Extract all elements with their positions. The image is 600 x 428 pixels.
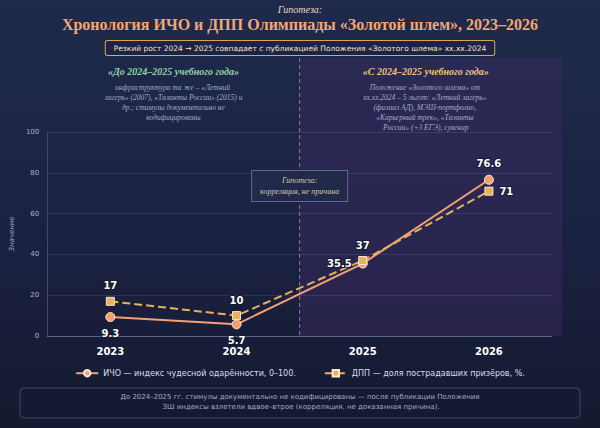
svg-text:35.5: 35.5: [327, 258, 352, 269]
svg-text:ИЧО — индекс чудесной одарённо: ИЧО — индекс чудесной одарённости, 0–100…: [103, 369, 296, 378]
svg-text:71: 71: [499, 186, 513, 197]
svg-text:Резкий рост 2024 → 2025 совпад: Резкий рост 2024 → 2025 совпадает с публ…: [114, 44, 487, 53]
svg-text:17: 17: [103, 280, 117, 291]
svg-text:9.3: 9.3: [101, 328, 119, 339]
svg-text:др.; стимулы документально не: др.; стимулы документально не: [120, 103, 227, 112]
svg-text:ДПП — доля пострадавших призёр: ДПП — доля пострадавших призёров, %.: [352, 369, 525, 378]
svg-text:2023: 2023: [96, 346, 124, 357]
svg-text:2026: 2026: [475, 346, 503, 357]
svg-text:10: 10: [230, 295, 244, 306]
svg-text:2024: 2024: [223, 346, 251, 357]
svg-text:2025: 2025: [349, 346, 377, 357]
svg-text:(филиал АД), МЭШ-портфолио,: (филиал АД), МЭШ-портфолио,: [374, 103, 479, 112]
svg-text:Положение «Золотого шлема» от: Положение «Золотого шлема» от: [369, 83, 482, 92]
svg-text:«До 2024–2025 учебного года»: «До 2024–2025 учебного года»: [108, 66, 239, 77]
svg-text:20: 20: [30, 291, 39, 299]
svg-text:России» (+3 ЕГЭ), сувенир: России» (+3 ЕГЭ), сувенир: [382, 123, 469, 132]
svg-text:5.7: 5.7: [228, 335, 246, 346]
svg-text:хх.хх.2024 – 5 льгот: «Летний: хх.хх.2024 – 5 льгот: «Летний лагерь»: [362, 93, 488, 102]
svg-text:До 2024–2025 гг. стимулы докум: До 2024–2025 гг. стимулы документально н…: [120, 393, 479, 401]
svg-text:76.6: 76.6: [477, 158, 502, 169]
svg-text:«С 2024–2025 учебного года»: «С 2024–2025 учебного года»: [363, 66, 489, 77]
svg-text:Хронология ИЧО и ДПП Олимпиады: Хронология ИЧО и ДПП Олимпиады «Золотой …: [62, 16, 538, 34]
svg-text:80: 80: [30, 169, 39, 177]
svg-text:инфраструктура та же – «Летний: инфраструктура та же – «Летний: [115, 83, 232, 92]
svg-text:37: 37: [356, 240, 370, 251]
svg-text:лагерь» (2007), «Таланты Росси: лагерь» (2007), «Таланты России» (2015) …: [103, 93, 242, 102]
svg-text:Гипотеза:: Гипотеза:: [281, 176, 318, 185]
svg-text:ЗШ индексы взлетели вдвое–втро: ЗШ индексы взлетели вдвое–втрое (корреля…: [160, 403, 439, 411]
svg-text:60: 60: [30, 210, 39, 218]
svg-text:40: 40: [30, 250, 39, 258]
svg-text:Значение: Значение: [8, 216, 16, 251]
svg-text:Гипотеза:: Гипотеза:: [277, 4, 322, 15]
svg-text:100: 100: [26, 128, 39, 136]
svg-text:0: 0: [35, 332, 39, 340]
svg-text:кодифицированы: кодифицированы: [146, 113, 200, 122]
svg-text:корреляция, не причина: корреляция, не причина: [260, 187, 339, 196]
svg-text:«Карьерный трек», «Таланты: «Карьерный трек», «Таланты: [376, 113, 475, 122]
